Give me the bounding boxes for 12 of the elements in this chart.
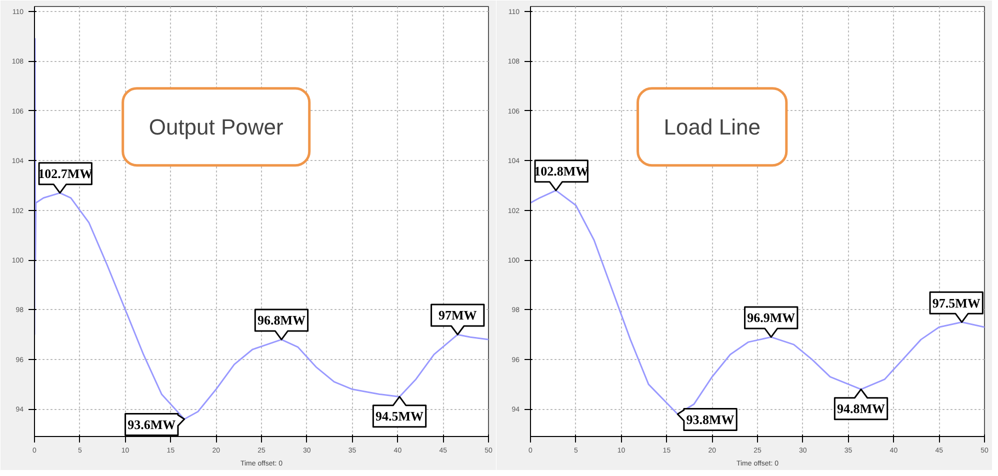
annotation: 97MW — [438, 308, 477, 323]
text: Load Line — [664, 114, 760, 140]
annotation: 96.8MW — [257, 312, 306, 328]
annotation: 93.8MW — [686, 412, 734, 428]
annotation: 96.9MW — [747, 310, 796, 326]
text: Output Power — [148, 114, 284, 140]
line-series — [530, 190, 984, 415]
annotation: 97.5MW — [932, 295, 980, 310]
annotation: 93.6MW — [128, 416, 176, 432]
annotation: 94.5MW — [376, 408, 424, 424]
annotation: 94.8MW — [837, 401, 886, 416]
line-series — [34, 38, 488, 420]
